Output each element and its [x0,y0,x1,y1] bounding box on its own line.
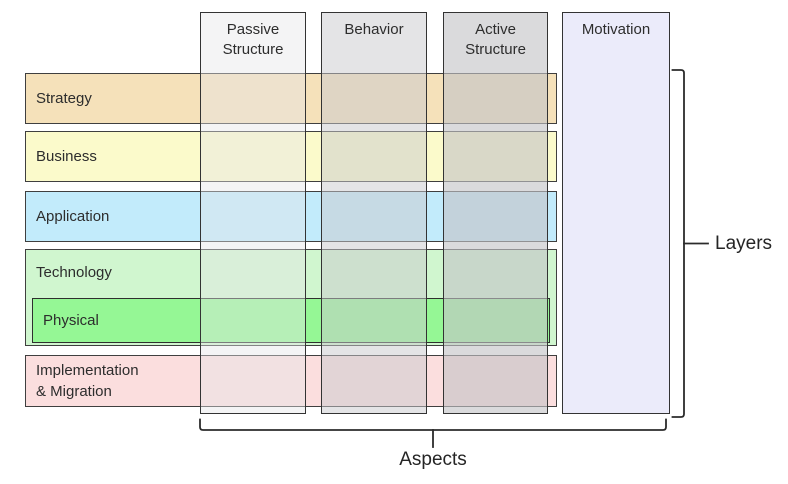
layer-label-physical: Physical [43,312,99,329]
migration-line2: & Migration [36,383,112,400]
layer-label-implementation-migration: Implementation & Migration [26,360,139,402]
aspect-label-behavior: Behavior [344,21,404,38]
aspect-label-active-structure: Active Structure [465,21,526,58]
layer-label-business: Business [36,147,97,165]
aspects-bracket-label: Aspects [399,449,467,470]
layers-bracket-label: Layers [715,233,773,254]
aspect-label-motivation: Motivation [581,21,651,38]
aspect-column-active-structure: Active Structure [443,12,548,414]
implementation-line1: Implementation [36,362,139,379]
aspect-label-passive-structure: Passive Structure [222,21,284,58]
aspect-column-passive-structure: Passive Structure [200,12,306,414]
aspect-column-motivation: Motivation [562,12,670,414]
layer-label-strategy: Strategy [36,89,92,107]
layer-label-technology: Technology [36,264,112,281]
aspect-column-behavior: Behavior [321,12,427,414]
layers-bracket [671,69,685,418]
aspects-bracket [199,418,667,431]
layer-label-application: Application [36,207,110,225]
